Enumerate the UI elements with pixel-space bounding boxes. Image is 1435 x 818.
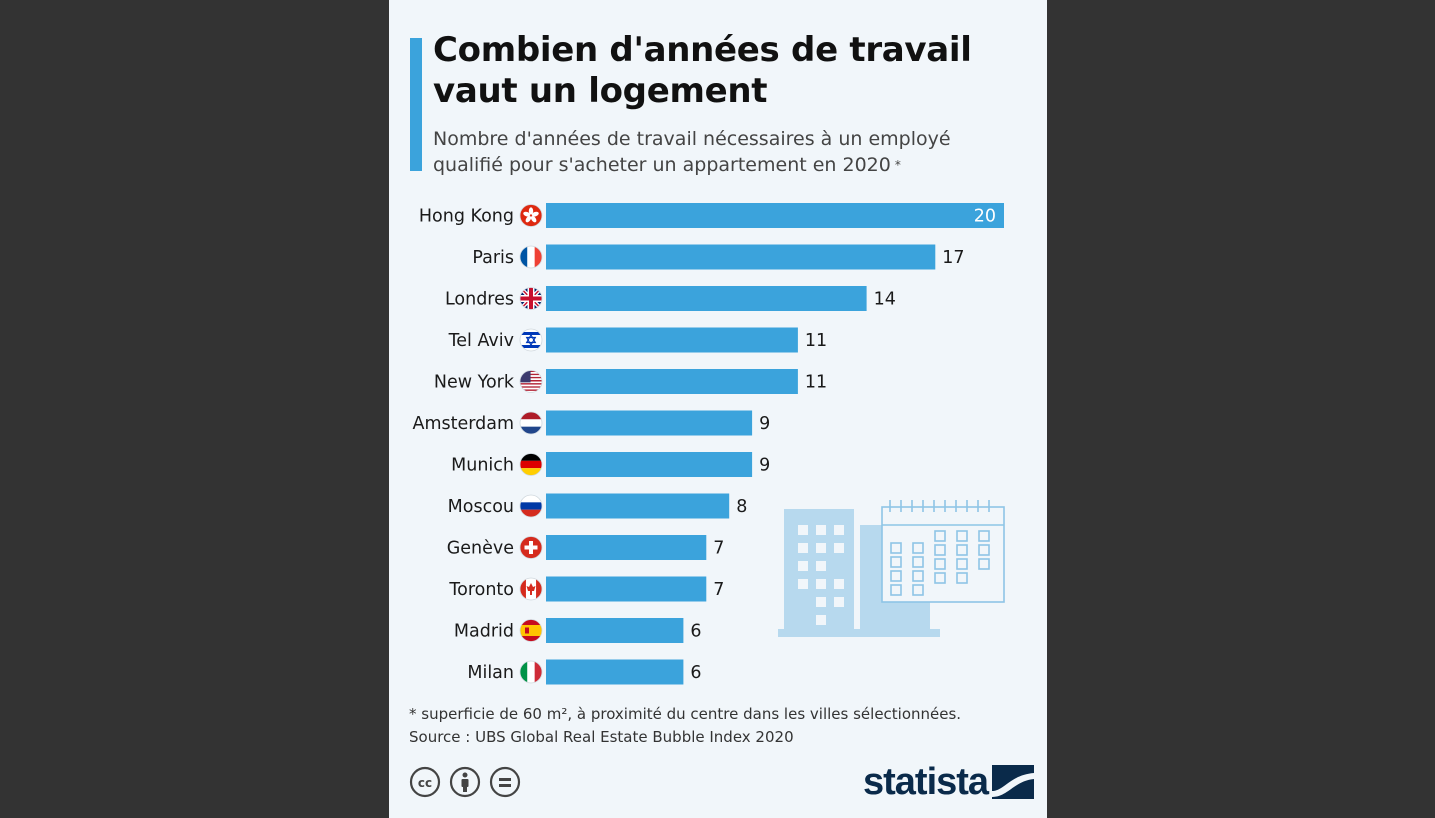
bar <box>546 369 798 394</box>
bar <box>546 576 707 602</box>
category-label: Munich <box>451 456 514 476</box>
canada-flag-icon <box>519 577 543 601</box>
category-label: Tel Aviv <box>448 331 514 351</box>
value-label: 20 <box>974 207 996 227</box>
logo-text: statista <box>863 761 989 803</box>
value-label: 9 <box>759 414 770 434</box>
chart-subtitle: Nombre d'années de travail nécessaires à… <box>433 126 1023 178</box>
chart-row: Toronto 7 <box>448 576 724 602</box>
netherlands-flag-icon <box>519 411 543 435</box>
chart-row: Amsterdam 9 <box>412 410 770 436</box>
value-label: 8 <box>736 497 747 517</box>
category-label: Paris <box>472 248 514 268</box>
category-label: Milan <box>467 663 514 683</box>
chart-row: Moscou 8 <box>448 493 747 519</box>
russia-flag-icon <box>519 494 543 518</box>
bar <box>546 327 798 353</box>
chart-notes: * superficie de 60 m², à proximité du ce… <box>409 703 1029 749</box>
uk-flag-icon <box>519 287 543 310</box>
calendar-icon <box>881 500 1005 603</box>
source-note: Source : UBS Global Real Estate Bubble I… <box>409 728 794 746</box>
bar <box>546 286 867 311</box>
statista-logo[interactable]: statista <box>863 761 1035 803</box>
bar <box>546 203 1004 228</box>
italy-flag-icon <box>519 660 543 684</box>
category-label: Genève <box>447 539 514 559</box>
footnote: * superficie de 60 m², à proximité du ce… <box>409 705 962 723</box>
value-label: 14 <box>874 290 896 310</box>
value-label: 7 <box>713 539 724 559</box>
subtitle-asterisk: * <box>894 158 901 172</box>
usa-flag-icon <box>519 370 543 393</box>
category-label: Moscou <box>448 497 514 517</box>
svg-text:cc: cc <box>418 776 432 790</box>
chart-row: Milan 6 <box>467 659 702 685</box>
value-label: 11 <box>805 331 827 351</box>
category-label: Amsterdam <box>412 414 514 434</box>
chart-row: Paris 17 <box>472 244 965 270</box>
chart-row: Munich 9 <box>451 452 770 477</box>
buildings-calendar-illustration <box>778 500 1005 637</box>
title-accent-bar <box>410 38 422 171</box>
value-label: 11 <box>805 373 827 393</box>
license-icons: cc <box>409 766 521 798</box>
category-label: Hong Kong <box>419 207 514 227</box>
israel-flag-icon <box>519 328 543 352</box>
bar <box>546 410 753 436</box>
category-label: Londres <box>445 290 514 310</box>
germany-flag-icon <box>519 453 543 476</box>
bar <box>546 452 753 477</box>
bar <box>546 493 730 519</box>
statista-mark-icon <box>992 765 1035 799</box>
value-label: 6 <box>690 663 701 683</box>
category-label: Toronto <box>448 580 514 600</box>
value-label: 6 <box>690 622 701 642</box>
france-flag-icon <box>519 245 543 269</box>
chart-row: Tel Aviv 11 <box>448 327 827 353</box>
bar <box>546 535 707 560</box>
category-label: New York <box>434 373 515 393</box>
chart-row: Madrid 6 <box>454 618 702 643</box>
subtitle-text: Nombre d'années de travail nécessaires à… <box>433 128 951 176</box>
chart-row: New York 11 <box>434 369 827 394</box>
chart-title: Combien d'années de travail vaut un loge… <box>433 30 972 111</box>
bar <box>546 244 936 270</box>
infographic-card: Combien d'années de travail vaut un loge… <box>389 0 1047 818</box>
value-label: 7 <box>713 580 724 600</box>
chart-row: Hong Kong 20 <box>419 203 1004 228</box>
cc-icon[interactable]: cc <box>409 766 441 798</box>
no-derivatives-icon[interactable] <box>489 766 521 798</box>
chart-row: Genève 7 <box>447 535 724 560</box>
value-label: 17 <box>942 248 964 268</box>
switzerland-flag-icon <box>519 536 543 559</box>
attribution-icon[interactable] <box>449 766 481 798</box>
value-label: 9 <box>759 456 770 476</box>
spain-flag-icon <box>519 619 543 642</box>
bar <box>546 659 684 685</box>
category-label: Madrid <box>454 622 514 642</box>
hong-kong-flag-icon <box>519 204 543 227</box>
bar <box>546 618 684 643</box>
chart-row: Londres 14 <box>445 286 896 311</box>
